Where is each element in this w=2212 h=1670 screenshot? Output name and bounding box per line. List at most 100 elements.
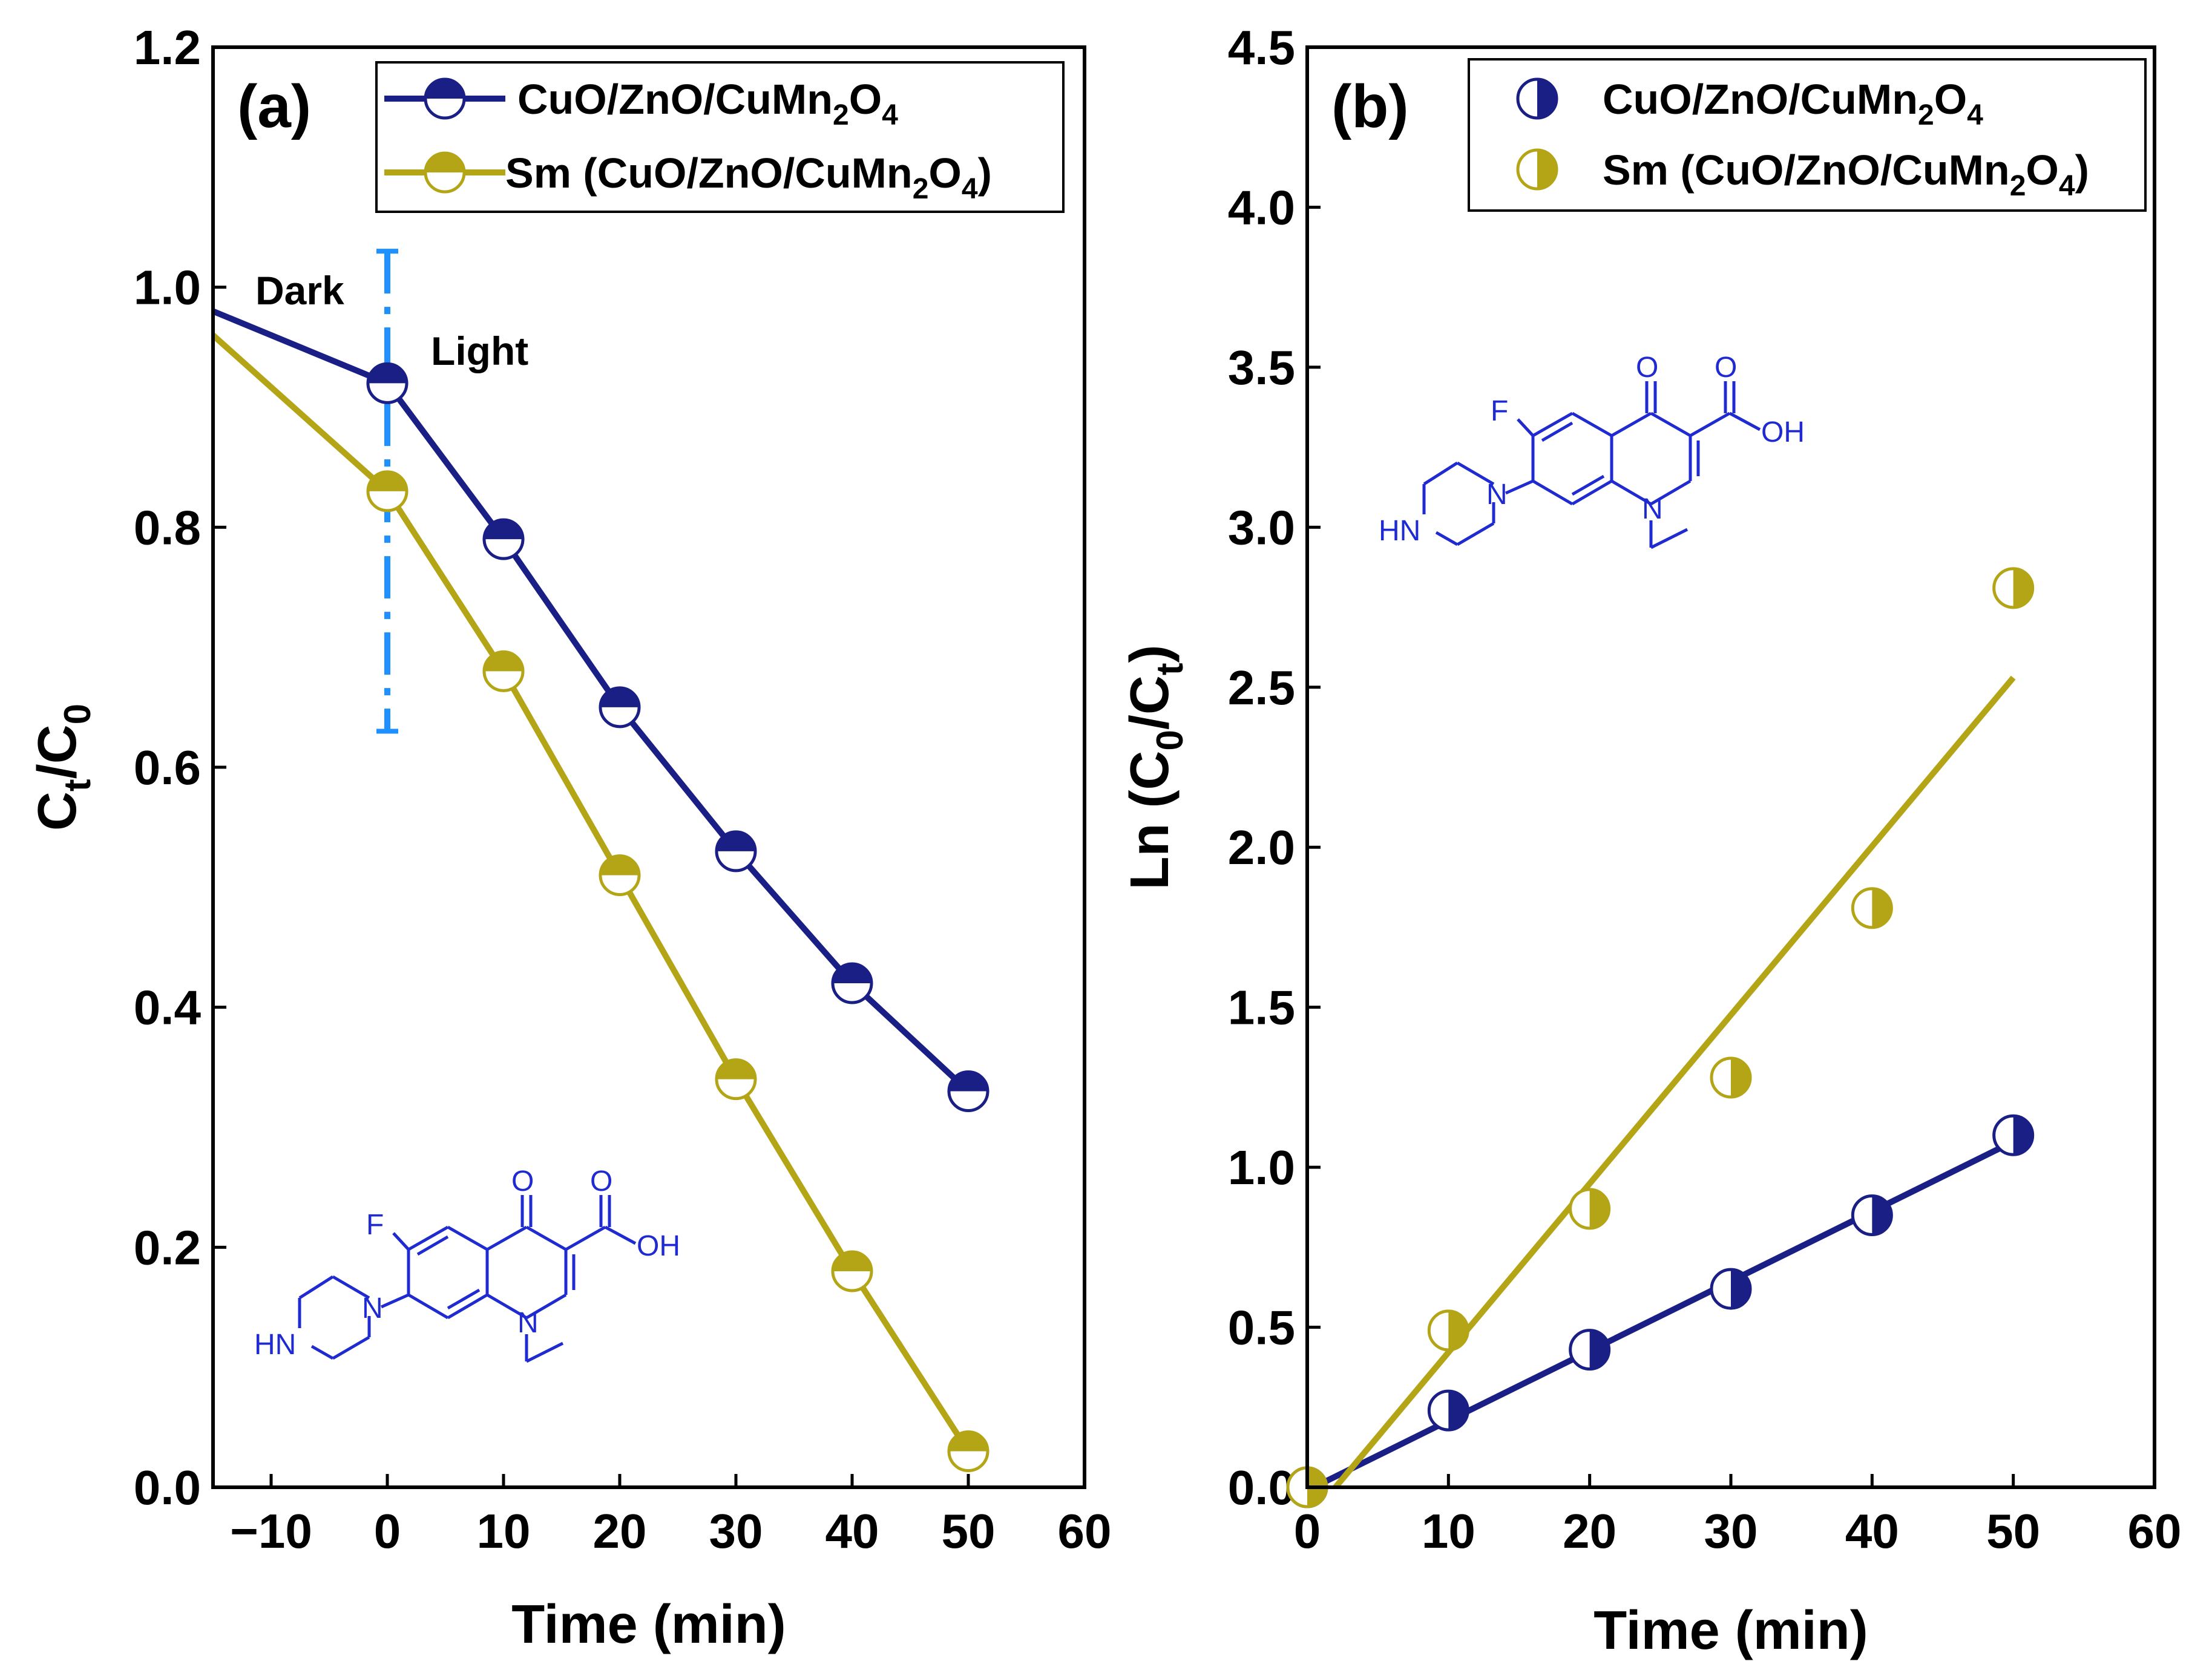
data-point-a-1-4 bbox=[831, 1250, 873, 1292]
y-tick-label-b-5: 2.5 bbox=[1228, 661, 1295, 715]
legend-b-marker-1 bbox=[1516, 77, 1558, 120]
molecule-hydroxyl: OH bbox=[1761, 416, 1805, 448]
data-point-b-1-4 bbox=[1851, 887, 1893, 929]
dark-annotation: Dark bbox=[255, 268, 344, 313]
panel-b-xlabel: Time (min) bbox=[1593, 1600, 1868, 1661]
x-tick-label-a-6: 50 bbox=[942, 1504, 996, 1558]
panel-b-markers bbox=[1286, 567, 2035, 1508]
panel-a-legend: CuO/ZnO/CuMn2O4 Sm (CuO/ZnO/CuMn2O4) bbox=[375, 61, 1065, 213]
molecule-oxygen-1: O bbox=[511, 1165, 534, 1197]
light-annotation: Light bbox=[431, 329, 528, 373]
legend-b-label-2: Sm (CuO/ZnO/CuMn2O4) bbox=[1603, 146, 2089, 202]
y-tick-label-b-9: 4.5 bbox=[1228, 21, 1295, 74]
panel-a-xlabel: Time (min) bbox=[511, 1594, 786, 1655]
legend-a-label-2: Sm (CuO/ZnO/CuMn2O4) bbox=[505, 149, 992, 205]
data-point-a-1-0 bbox=[366, 470, 409, 512]
molecule-nitrogen-2: N bbox=[517, 1307, 539, 1339]
fit-line-b-1 bbox=[1333, 675, 2016, 1487]
panel-a-frame bbox=[211, 45, 1086, 1489]
panel-b-ylabel: Ln (C0/Ct) bbox=[1120, 644, 1191, 889]
molecule-amine: HN bbox=[254, 1329, 296, 1361]
y-tick-label-a-4: 0.8 bbox=[134, 500, 201, 554]
data-point-a-0-4 bbox=[831, 962, 873, 1004]
x-tick-label-b-0: 0 bbox=[1294, 1504, 1321, 1558]
y-tick-label-a-1: 0.2 bbox=[134, 1220, 201, 1274]
molecule-hydroxyl: OH bbox=[637, 1230, 680, 1262]
panel-a-plot: −10 0 10 20 30 40 50 60 0.0 0.2 0.4 0.6 0.8 1.0 1.2 (a… bbox=[27, 21, 1111, 1655]
molecule-nitrogen-2: N bbox=[1642, 493, 1663, 525]
fit-line-b-0 bbox=[1307, 1139, 2015, 1487]
x-tick-label-a-5: 40 bbox=[825, 1504, 879, 1558]
legend-a-entry-cuo-zno: CuO/ZnO/CuMn2O4 bbox=[384, 76, 898, 131]
y-tick-label-b-0: 0.0 bbox=[1228, 1461, 1295, 1514]
y-tick-label-b-4: 2.0 bbox=[1228, 820, 1295, 874]
molecule-nitrogen-1: N bbox=[1486, 479, 1508, 511]
legend-b-label-1: CuO/ZnO/CuMn2O4 bbox=[1603, 76, 1983, 131]
data-point-a-0-3 bbox=[715, 830, 757, 873]
data-point-a-0-5 bbox=[947, 1070, 989, 1112]
data-point-a-1-2 bbox=[599, 854, 641, 896]
panel-b-label: (b) bbox=[1331, 73, 1409, 140]
y-tick-label-b-2: 1.0 bbox=[1228, 1141, 1295, 1194]
data-point-b-0-5 bbox=[1992, 1114, 2035, 1156]
x-tick-label-a-1: 0 bbox=[374, 1504, 401, 1558]
panel-b-plot: 0 10 20 30 40 50 60 0.0 0.5 1.0 1.5 2.0 2.5 3.0 3.5 4.0… bbox=[1120, 21, 2181, 1661]
data-point-a-1-3 bbox=[715, 1058, 757, 1101]
y-tick-label-b-7: 3.5 bbox=[1228, 341, 1295, 395]
x-tick-label-b-2: 20 bbox=[1563, 1504, 1616, 1558]
data-point-b-0-2 bbox=[1569, 1329, 1611, 1371]
legend-a-entry-sm: Sm (CuO/ZnO/CuMn2O4) bbox=[384, 149, 992, 205]
legend-a-marker-2 bbox=[424, 151, 466, 194]
molecule-oxygen-2: O bbox=[590, 1165, 612, 1197]
panel-b-fit-lines bbox=[1307, 675, 2016, 1487]
legend-b-marker-2 bbox=[1516, 148, 1558, 191]
data-point-a-1-5 bbox=[947, 1430, 989, 1472]
data-point-a-0-0 bbox=[366, 362, 409, 404]
panel-b-ticks: 0 10 20 30 40 50 60 0.0 0.5 1.0 1.5 2.0 2.5 3.0 3.5 4.0… bbox=[1228, 21, 2182, 1558]
x-tick-label-b-6: 60 bbox=[2128, 1504, 2182, 1558]
x-tick-label-a-0: −10 bbox=[230, 1504, 312, 1558]
legend-b-symbol-1 bbox=[1516, 77, 1558, 120]
panel-a-markers bbox=[366, 362, 989, 1472]
molecule-nitrogen-1: N bbox=[362, 1292, 383, 1325]
legend-b-symbol-2 bbox=[1516, 148, 1558, 191]
data-point-b-0-3 bbox=[1710, 1268, 1752, 1310]
molecule-oxygen-2: O bbox=[1715, 352, 1737, 384]
data-point-b-0-4 bbox=[1851, 1194, 1893, 1236]
panel-a-label: (a) bbox=[237, 73, 311, 140]
norfloxacin-structure-b: O O OH F N N HN bbox=[1379, 352, 1805, 549]
y-tick-label-a-0: 0.0 bbox=[134, 1461, 201, 1514]
data-point-b-1-1 bbox=[1427, 1309, 1469, 1352]
data-point-a-0-1 bbox=[482, 518, 525, 560]
y-tick-label-a-5: 1.0 bbox=[134, 261, 201, 315]
x-tick-label-b-3: 30 bbox=[1704, 1504, 1758, 1558]
y-tick-label-a-6: 1.2 bbox=[134, 21, 201, 74]
data-point-b-1-2 bbox=[1569, 1188, 1611, 1230]
panel-a-ylabel: Ct/C0 bbox=[27, 704, 99, 831]
molecule-fluorine: F bbox=[1491, 395, 1508, 427]
panel-b-frame bbox=[1305, 45, 2156, 1489]
y-tick-label-a-3: 0.6 bbox=[134, 741, 201, 794]
panel-b-legend: CuO/ZnO/CuMn2O4 Sm (CuO/ZnO/CuMn2O4) bbox=[1468, 58, 2147, 212]
norfloxacin-structure-a: O O OH F N N HN bbox=[254, 1165, 680, 1363]
legend-a-marker-1 bbox=[424, 77, 466, 120]
data-point-a-1-1 bbox=[482, 650, 525, 692]
legend-a-label-1: CuO/ZnO/CuMn2O4 bbox=[517, 76, 898, 131]
molecule-amine: HN bbox=[1379, 515, 1420, 547]
x-tick-label-a-4: 30 bbox=[709, 1504, 763, 1558]
x-tick-label-b-5: 50 bbox=[1986, 1504, 2040, 1558]
x-tick-label-a-2: 10 bbox=[477, 1504, 531, 1558]
x-tick-label-b-4: 40 bbox=[1845, 1504, 1899, 1558]
x-tick-label-b-1: 10 bbox=[1422, 1504, 1475, 1558]
data-point-b-1-5 bbox=[1992, 567, 2035, 609]
molecule-oxygen-1: O bbox=[1636, 352, 1658, 384]
y-tick-label-b-3: 1.5 bbox=[1228, 981, 1295, 1035]
x-tick-label-a-7: 60 bbox=[1058, 1504, 1112, 1558]
molecule-bonds bbox=[298, 1195, 637, 1363]
y-tick-label-a-2: 0.4 bbox=[134, 981, 202, 1035]
molecule-fluorine: F bbox=[366, 1209, 384, 1241]
y-tick-label-b-1: 0.5 bbox=[1228, 1301, 1295, 1355]
y-tick-label-b-8: 4.0 bbox=[1228, 180, 1295, 234]
panel-a-ticks: −10 0 10 20 30 40 50 60 0.0 0.2 0.4 0.6 0.8 1.0 1.2 bbox=[134, 21, 1112, 1558]
